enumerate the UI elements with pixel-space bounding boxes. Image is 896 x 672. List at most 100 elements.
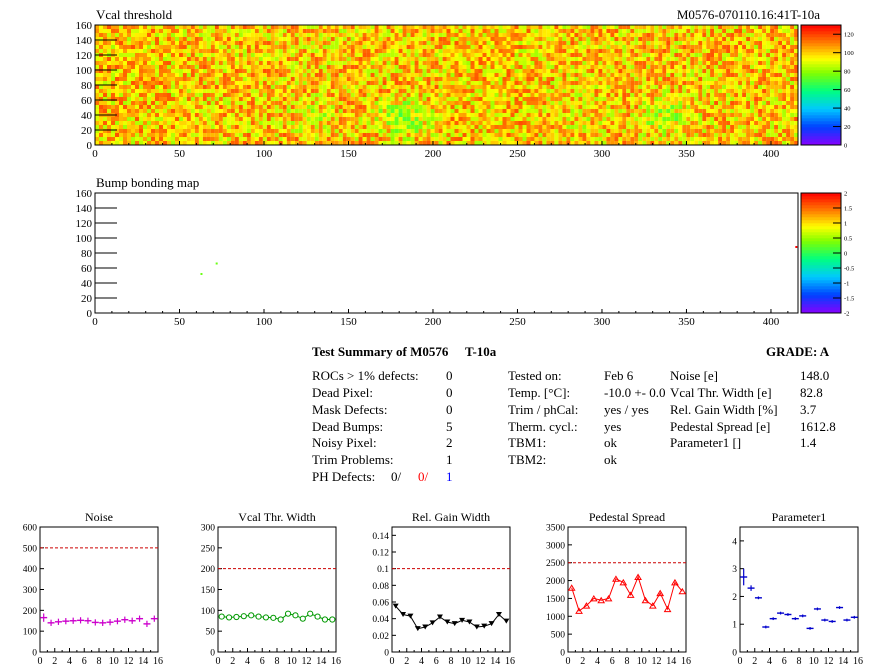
heatmap-cell	[690, 49, 695, 53]
heatmap-cell	[198, 105, 203, 109]
heatmap-cell	[278, 121, 283, 125]
heatmap-cell	[526, 117, 531, 121]
heatmap-cell	[714, 65, 719, 69]
heatmap-cell	[706, 25, 711, 29]
heatmap-cell	[498, 49, 503, 53]
heatmap-cell	[766, 53, 771, 57]
heatmap-cell	[175, 117, 179, 121]
heatmap-cell	[302, 97, 307, 101]
heatmap-cell	[714, 89, 719, 93]
heatmap-cell	[662, 37, 667, 41]
heatmap-cell	[119, 49, 123, 53]
heatmap-cell	[670, 45, 675, 49]
heatmap-cell	[322, 29, 327, 33]
heatmap-cell	[510, 69, 515, 73]
heatmap-cell	[426, 29, 431, 33]
heatmap-cell	[418, 133, 423, 137]
heatmap-cell	[294, 121, 299, 125]
heatmap-cell	[722, 61, 727, 65]
heatmap-cell	[590, 89, 595, 93]
heatmap-cell	[422, 101, 427, 105]
heatmap-cell	[266, 57, 271, 61]
heatmap-cell	[250, 33, 255, 37]
heatmap-cell	[143, 29, 147, 33]
heatmap-cell	[119, 61, 123, 65]
heatmap-cell	[171, 81, 175, 85]
heatmap-cell	[298, 97, 303, 101]
heatmap-cell	[398, 33, 403, 37]
heatmap-cell	[402, 101, 407, 105]
heatmap-cell	[782, 45, 787, 49]
heatmap-cell	[546, 57, 551, 61]
heatmap-cell	[690, 61, 695, 65]
heatmap-cell	[99, 129, 103, 133]
heatmap-cell	[115, 45, 119, 49]
heatmap-cell	[646, 65, 651, 69]
heatmap-cell	[242, 57, 247, 61]
heatmap-cell	[135, 69, 139, 73]
heatmap-cell	[358, 137, 363, 141]
heatmap-cell	[318, 97, 323, 101]
heatmap-cell	[254, 89, 259, 93]
heatmap-cell	[614, 57, 619, 61]
heatmap-cell	[226, 109, 231, 113]
heatmap-cell	[714, 25, 719, 29]
heatmap-cell	[554, 49, 559, 53]
heatmap-cell	[498, 57, 503, 61]
heatmap-cell	[362, 73, 367, 77]
heatmap-cell	[430, 33, 435, 37]
heatmap-cell	[598, 133, 603, 137]
heatmap-cell	[574, 53, 579, 57]
heatmap-cell	[242, 117, 247, 121]
heatmap-cell	[159, 61, 163, 65]
heatmap-cell	[282, 29, 287, 33]
heatmap-cell	[163, 41, 167, 45]
heatmap-cell	[682, 69, 687, 73]
heatmap-cell	[742, 73, 747, 77]
heatmap-cell	[450, 33, 455, 37]
heatmap-cell	[582, 121, 587, 125]
heatmap-cell	[370, 85, 375, 89]
heatmap-cell	[139, 113, 143, 117]
heatmap-cell	[522, 109, 527, 113]
heatmap-cell	[222, 113, 227, 117]
heatmap-cell	[754, 53, 759, 57]
heatmap-cell	[442, 49, 447, 53]
heatmap-cell	[210, 89, 215, 93]
heatmap-cell	[147, 125, 151, 129]
heatmap-cell	[490, 129, 495, 133]
heatmap-cell	[738, 37, 743, 41]
heatmap-cell	[250, 77, 255, 81]
heatmap-cell	[542, 109, 547, 113]
heatmap-cell	[750, 65, 755, 69]
heatmap-cell	[618, 125, 623, 129]
heatmap-cell	[470, 61, 475, 65]
heatmap-cell	[554, 77, 559, 81]
heatmap-cell	[266, 113, 271, 117]
heatmap-cell	[266, 45, 271, 49]
heatmap-cell	[502, 45, 507, 49]
heatmap-cell	[474, 73, 479, 77]
heatmap-cell	[774, 73, 779, 77]
heatmap-cell	[314, 105, 319, 109]
heatmap-cell	[222, 57, 227, 61]
heatmap-cell	[490, 77, 495, 81]
heatmap-cell	[522, 69, 527, 73]
heatmap-cell	[634, 29, 639, 33]
heatmap-cell	[630, 81, 635, 85]
heatmap-cell	[99, 37, 103, 41]
heatmap-cell	[210, 53, 215, 57]
heatmap-cell	[422, 109, 427, 113]
heatmap-cell	[666, 141, 671, 145]
heatmap-cell	[730, 45, 735, 49]
heatmap-cell	[278, 77, 283, 81]
heatmap-cell	[326, 141, 331, 145]
heatmap-cell	[274, 73, 279, 77]
heatmap-cell	[538, 109, 543, 113]
heatmap-cell	[135, 25, 139, 29]
heatmap-cell	[450, 125, 455, 129]
heatmap-cell	[218, 117, 223, 121]
heatmap-cell	[382, 69, 387, 73]
heatmap-cell	[706, 97, 711, 101]
heatmap-cell	[454, 73, 459, 77]
